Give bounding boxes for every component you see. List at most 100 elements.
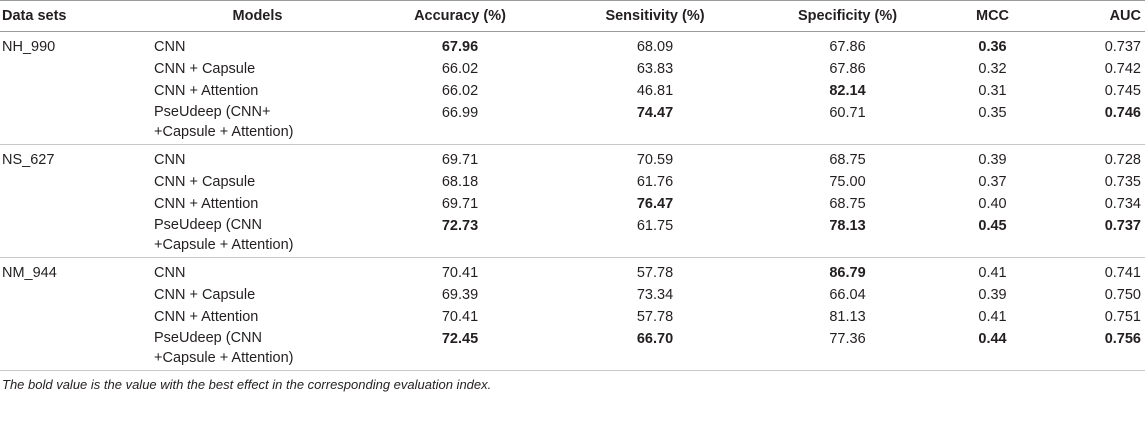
accuracy-cell: 66.02 [441, 61, 479, 77]
table-row: CNN + Attention 70.41 57.78 81.13 0.41 0… [0, 306, 1145, 328]
mcc-cell: 0.40 [978, 196, 1007, 212]
auc-cell: 0.737 [1104, 39, 1141, 55]
dataset-name: NH_990 [2, 39, 56, 55]
group-nm-944: NM_944 CNN 70.41 57.78 86.79 0.41 0.741 … [0, 258, 1145, 371]
specificity-cell: 60.71 [829, 105, 866, 121]
table-row: CNN + Capsule 68.18 61.76 75.00 0.37 0.7… [0, 171, 1145, 193]
model-name-line1: PseUdeep (CNN+ [154, 104, 271, 120]
header-auc: AUC [1109, 8, 1141, 24]
table-row: PseUdeep (CNN +Capsule + Attention) 72.7… [0, 215, 1145, 258]
model-name: CNN + Capsule [154, 287, 256, 303]
accuracy-cell: 66.02 [441, 83, 479, 99]
accuracy-cell: 69.71 [441, 196, 479, 212]
sensitivity-cell: 70.59 [636, 152, 674, 168]
header-models: Models [232, 8, 283, 24]
sensitivity-cell: 57.78 [636, 265, 674, 281]
specificity-cell: 68.75 [829, 196, 866, 212]
auc-cell: 0.741 [1104, 265, 1141, 281]
results-table: Data sets Models Accuracy (%) Sensitivit… [0, 0, 1145, 371]
sensitivity-cell: 76.47 [636, 196, 674, 212]
sensitivity-cell: 61.76 [636, 174, 674, 190]
group-ns-627: NS_627 CNN 69.71 70.59 68.75 0.39 0.728 … [0, 145, 1145, 258]
group-nh-990: NH_990 CNN 67.96 68.09 67.86 0.36 0.737 … [0, 32, 1145, 145]
specificity-cell: 67.86 [829, 39, 866, 55]
accuracy-cell: 68.18 [441, 174, 479, 190]
mcc-cell: 0.44 [978, 331, 1007, 347]
auc-cell: 0.750 [1104, 287, 1141, 303]
auc-cell: 0.737 [1104, 218, 1141, 234]
model-name-line2: +Capsule + Attention) [154, 350, 294, 366]
model-name: CNN + Capsule [154, 174, 256, 190]
model-name: CNN [154, 152, 186, 168]
auc-cell: 0.756 [1104, 331, 1141, 347]
sensitivity-cell: 73.34 [636, 287, 674, 303]
specificity-cell: 82.14 [829, 83, 866, 99]
sensitivity-cell: 63.83 [636, 61, 674, 77]
model-name-line2: +Capsule + Attention) [154, 237, 294, 253]
sensitivity-cell: 46.81 [636, 83, 674, 99]
mcc-cell: 0.36 [978, 39, 1007, 55]
table-row: PseUdeep (CNN +Capsule + Attention) 72.4… [0, 328, 1145, 371]
mcc-cell: 0.41 [978, 309, 1007, 325]
accuracy-cell: 67.96 [441, 39, 479, 55]
accuracy-cell: 69.71 [441, 152, 479, 168]
specificity-cell: 67.86 [829, 61, 866, 77]
accuracy-cell: 66.99 [441, 105, 479, 121]
specificity-cell: 75.00 [829, 174, 866, 190]
model-name-line1: PseUdeep (CNN [154, 330, 262, 346]
table-row: PseUdeep (CNN+ +Capsule + Attention) 66.… [0, 102, 1145, 145]
mcc-cell: 0.39 [978, 287, 1007, 303]
auc-cell: 0.728 [1104, 152, 1141, 168]
specificity-cell: 81.13 [829, 309, 866, 325]
dataset-name: NM_944 [2, 265, 57, 281]
auc-cell: 0.746 [1104, 105, 1141, 121]
table-row: CNN + Attention 69.71 76.47 68.75 0.40 0… [0, 193, 1145, 215]
header-specificity: Specificity (%) [797, 8, 898, 24]
header-sensitivity: Sensitivity (%) [605, 8, 705, 24]
mcc-cell: 0.32 [978, 61, 1007, 77]
model-name: CNN + Attention [154, 196, 259, 212]
auc-cell: 0.751 [1104, 309, 1141, 325]
mcc-cell: 0.37 [978, 174, 1007, 190]
sensitivity-cell: 61.75 [636, 218, 674, 234]
model-name: PseUdeep (CNN+ +Capsule + Attention) [150, 102, 365, 145]
model-name: CNN + Attention [154, 83, 259, 99]
accuracy-cell: 69.39 [441, 287, 479, 303]
model-name: CNN + Capsule [154, 61, 256, 77]
mcc-cell: 0.45 [978, 218, 1007, 234]
table-row: NH_990 CNN 67.96 68.09 67.86 0.36 0.737 [0, 32, 1145, 59]
accuracy-cell: 70.41 [441, 309, 479, 325]
header-mcc: MCC [975, 8, 1010, 24]
accuracy-cell: 72.73 [441, 218, 479, 234]
auc-cell: 0.742 [1104, 61, 1141, 77]
model-name-line2: +Capsule + Attention) [154, 124, 294, 140]
specificity-cell: 66.04 [829, 287, 866, 303]
specificity-cell: 86.79 [829, 265, 866, 281]
model-name: PseUdeep (CNN +Capsule + Attention) [150, 328, 365, 371]
table-row: NS_627 CNN 69.71 70.59 68.75 0.39 0.728 [0, 145, 1145, 172]
sensitivity-cell: 66.70 [636, 331, 674, 347]
sensitivity-cell: 68.09 [636, 39, 674, 55]
sensitivity-cell: 74.47 [636, 105, 674, 121]
dataset-name: NS_627 [2, 152, 55, 168]
table-row: CNN + Capsule 69.39 73.34 66.04 0.39 0.7… [0, 284, 1145, 306]
mcc-cell: 0.41 [978, 265, 1007, 281]
model-name: CNN + Attention [154, 309, 259, 325]
accuracy-cell: 72.45 [441, 331, 479, 347]
auc-cell: 0.734 [1104, 196, 1141, 212]
auc-cell: 0.745 [1104, 83, 1141, 99]
model-name: CNN [154, 39, 186, 55]
table-row: CNN + Capsule 66.02 63.83 67.86 0.32 0.7… [0, 58, 1145, 80]
specificity-cell: 78.13 [829, 218, 866, 234]
header-accuracy: Accuracy (%) [414, 8, 506, 24]
mcc-cell: 0.39 [978, 152, 1007, 168]
table-row: CNN + Attention 66.02 46.81 82.14 0.31 0… [0, 80, 1145, 102]
accuracy-cell: 70.41 [441, 265, 479, 281]
table-footnote: The bold value is the value with the bes… [2, 377, 492, 392]
table-row: NM_944 CNN 70.41 57.78 86.79 0.41 0.741 [0, 258, 1145, 285]
specificity-cell: 77.36 [829, 331, 866, 347]
specificity-cell: 68.75 [829, 152, 866, 168]
header-data-sets: Data sets [2, 8, 67, 24]
header-row: Data sets Models Accuracy (%) Sensitivit… [0, 0, 1145, 32]
auc-cell: 0.735 [1104, 174, 1141, 190]
